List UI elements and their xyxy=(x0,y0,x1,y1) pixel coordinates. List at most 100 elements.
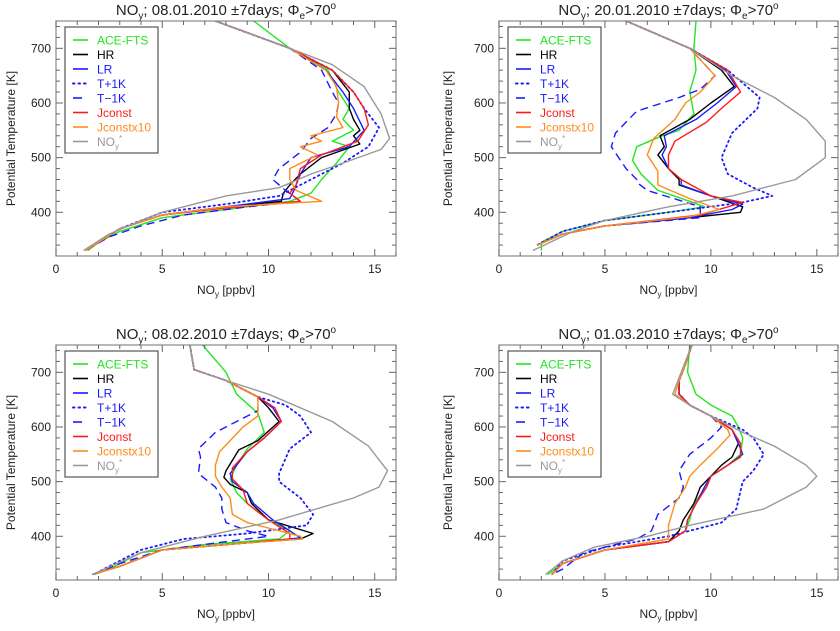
x-tick-label: 10 xyxy=(262,262,276,276)
legend-label: ACE-FTS xyxy=(97,358,148,372)
series-group xyxy=(545,345,818,576)
y-tick-label: 500 xyxy=(474,475,494,489)
series-line-t-1k xyxy=(551,345,723,576)
title-species-subscript: y xyxy=(138,335,143,346)
legend-label: Jconst xyxy=(540,430,575,444)
y-tick-label: 500 xyxy=(474,151,494,165)
x-label-unit: [ppbv] xyxy=(219,283,255,297)
series-line-noy- xyxy=(83,21,391,252)
x-tick-label: 15 xyxy=(810,262,824,276)
legend-label-superscript: * xyxy=(119,458,122,467)
legend-label: NOy* xyxy=(97,134,122,151)
x-label-species: NO xyxy=(639,607,657,621)
x-tick-label: 15 xyxy=(810,586,824,600)
legend-label: Jconst xyxy=(97,430,132,444)
series-line-noy- xyxy=(532,21,826,252)
title-phi-subscript: e xyxy=(742,335,748,346)
y-tick-label: 400 xyxy=(31,205,51,219)
legend-label: HR xyxy=(540,48,558,62)
x-axis-label: NOy [ppbv] xyxy=(197,283,255,299)
x-tick-label: 15 xyxy=(368,586,382,600)
legend-label: LR xyxy=(540,63,556,77)
x-tick-label: 10 xyxy=(262,586,276,600)
x-tick-label: 0 xyxy=(53,262,60,276)
legend-label: ACE-FTS xyxy=(97,34,148,48)
x-label-subscript: y xyxy=(657,614,661,623)
title-degree: o xyxy=(773,1,779,12)
series-line-jconstx10 xyxy=(551,345,731,575)
title-phi-subscript: e xyxy=(300,335,306,346)
legend-label: T+1K xyxy=(97,401,126,415)
x-tick-label: 10 xyxy=(704,586,718,600)
title-phi-subscript: e xyxy=(300,11,306,22)
legend-box xyxy=(507,350,602,478)
chart-title: NOy; 08.01.2010 ±7days; Φe>70o xyxy=(116,1,337,22)
legend-label: Jconst xyxy=(97,106,132,120)
legend-label: T−1K xyxy=(97,416,126,430)
title-species: NO xyxy=(558,326,581,343)
legend-label-species: NO xyxy=(540,135,558,149)
legend-label: NOy* xyxy=(97,458,122,475)
legend-label-superscript: * xyxy=(562,134,565,143)
legend-label: T+1K xyxy=(97,77,126,91)
legend-label-superscript: * xyxy=(119,134,122,143)
x-label-subscript: y xyxy=(215,614,219,623)
legend-label: ACE-FTS xyxy=(540,358,591,372)
legend-label: LR xyxy=(97,387,113,401)
legend-label: HR xyxy=(97,48,115,62)
x-label-subscript: y xyxy=(215,290,219,299)
y-axis-label: Potential Temperature [K] xyxy=(441,395,455,530)
x-tick-label: 0 xyxy=(496,262,503,276)
title-text: ; 01.03.2010 ±7days; Φ xyxy=(586,326,742,343)
y-tick-label: 600 xyxy=(474,420,494,434)
y-tick-label: 600 xyxy=(31,420,51,434)
legend-label: T+1K xyxy=(540,77,569,91)
y-axis-label: Potential Temperature [K] xyxy=(4,71,18,206)
y-tick-label: 700 xyxy=(474,41,494,55)
x-tick-label: 5 xyxy=(159,262,166,276)
legend-label: Jconstx10 xyxy=(540,121,594,135)
x-axis-label: NOy [ppbv] xyxy=(197,607,255,623)
title-text: ; 08.01.2010 ±7days; Φ xyxy=(143,2,299,19)
legend-label: NOy* xyxy=(540,134,565,151)
x-tick-label: 5 xyxy=(159,586,166,600)
y-tick-label: 500 xyxy=(31,151,51,165)
x-tick-label: 0 xyxy=(53,586,60,600)
chart-title: NOy; 08.02.2010 ±7days; Φe>70o xyxy=(116,325,337,346)
legend-label-species: NO xyxy=(540,459,558,473)
x-tick-label: 0 xyxy=(496,586,503,600)
series-line-jconstx10 xyxy=(85,21,344,252)
x-tick-label: 5 xyxy=(602,586,609,600)
chart-title: NOy; 20.01.2010 ±7days; Φe>70o xyxy=(558,1,779,22)
y-tick-label: 700 xyxy=(31,41,51,55)
series-line-t-1k xyxy=(97,345,314,573)
legend-label: T−1K xyxy=(540,416,569,430)
title-text: ; 08.02.2010 ±7days; Φ xyxy=(143,326,299,343)
title-species-subscript: y xyxy=(581,11,586,22)
title-condition: >70 xyxy=(748,2,773,19)
y-tick-label: 400 xyxy=(474,529,494,543)
legend-label: LR xyxy=(540,387,556,401)
series-line-noy- xyxy=(91,345,389,576)
title-condition: >70 xyxy=(748,326,773,343)
title-species: NO xyxy=(116,2,139,19)
x-label-species: NO xyxy=(197,283,215,297)
chart-title: NOy; 01.03.2010 ±7days; Φe>70o xyxy=(558,325,779,346)
series-line-jconstx10 xyxy=(536,21,721,246)
y-tick-label: 700 xyxy=(474,365,494,379)
legend-box xyxy=(64,26,159,154)
legend-label: T+1K xyxy=(540,401,569,415)
title-condition: >70 xyxy=(305,2,330,19)
title-degree: o xyxy=(331,1,337,12)
legend-label: LR xyxy=(97,63,113,77)
x-tick-label: 5 xyxy=(602,262,609,276)
legend-label: T−1K xyxy=(97,92,126,106)
x-label-unit: [ppbv] xyxy=(661,283,697,297)
series-group xyxy=(532,21,826,252)
x-label-subscript: y xyxy=(657,290,661,299)
